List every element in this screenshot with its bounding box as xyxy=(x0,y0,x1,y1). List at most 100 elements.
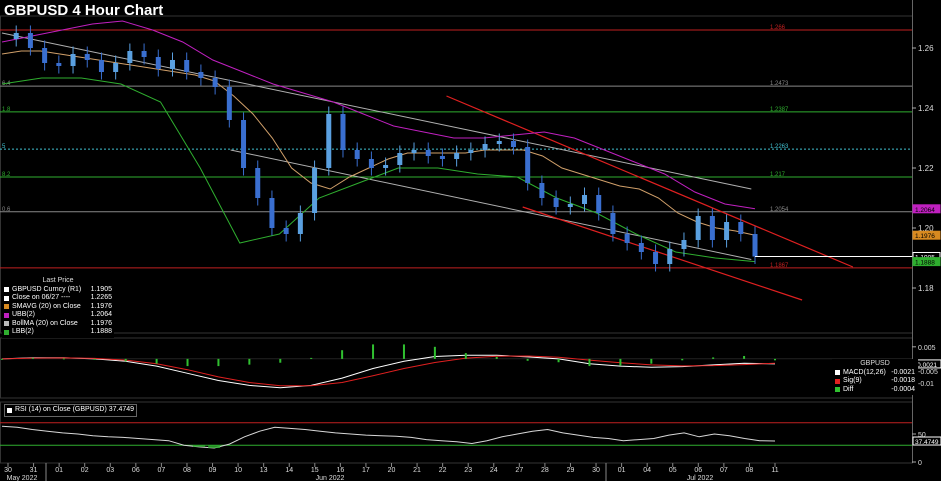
price-axis-tag-label: 1.1976 xyxy=(915,233,935,240)
macd-histogram-bar xyxy=(93,358,96,360)
x-tick-label: 08 xyxy=(183,467,191,474)
macd-histogram-bar xyxy=(588,358,591,367)
macd-legend-value: -0.0018 xyxy=(891,377,915,384)
main-legend-swatch xyxy=(4,321,9,327)
grid-layer xyxy=(0,0,913,464)
macd-histogram-bar xyxy=(650,358,653,364)
rsi-legend: RSI (14) on Close (GBPUSD) 37.4749 xyxy=(4,404,138,417)
price-tick-label: 1.22 xyxy=(918,164,934,173)
candle-body xyxy=(42,48,48,63)
sma20-line xyxy=(1,50,756,236)
rsi-swatch xyxy=(7,407,12,413)
month-label: May 2022 xyxy=(7,475,38,481)
main-legend-value: 1.1976 xyxy=(90,319,112,327)
main-legend-value: 1.1905 xyxy=(90,285,112,293)
main-legend-swatch xyxy=(4,329,9,335)
candle-body xyxy=(383,165,389,168)
candle-body xyxy=(468,150,474,153)
x-tick-label: 30 xyxy=(4,467,12,474)
main-legend-heading: Last Price xyxy=(42,277,74,284)
lower-bollinger-band xyxy=(1,77,756,263)
main-legend-value: 1.2265 xyxy=(90,294,112,301)
candle-body xyxy=(709,216,715,240)
price-axis-tag-label: 1.1888 xyxy=(915,260,935,267)
candle-body xyxy=(141,51,147,57)
rsi-tick-label: 0 xyxy=(918,460,922,467)
candle-body xyxy=(411,150,417,153)
x-tick-label: 17 xyxy=(362,467,370,474)
price-axis-tag-label: 1.2064 xyxy=(915,207,935,214)
rsi-panel xyxy=(0,422,912,449)
candle-body xyxy=(255,168,261,198)
price-axis-tag xyxy=(912,257,941,267)
candle-body xyxy=(482,144,488,150)
x-tick-label: 01 xyxy=(618,467,626,474)
macd-histogram-bar xyxy=(217,358,220,367)
candle-body xyxy=(496,141,502,144)
candle-body xyxy=(724,222,730,240)
trendlines xyxy=(1,32,854,301)
macd-legend-value: -0.0004 xyxy=(891,385,915,393)
x-tick-label: 03 xyxy=(106,467,114,474)
macd-tick-label: -0.01 xyxy=(918,381,934,388)
x-tick-label: 16 xyxy=(336,467,344,474)
macd-histogram-bar xyxy=(774,358,776,361)
trendline-lower-gray xyxy=(230,149,752,260)
main-legend-label: SMAVG (20) on Close xyxy=(12,302,81,310)
macd-histogram-bar xyxy=(464,353,467,359)
main-legend-row: BollMA (20) on Close 1.1976 xyxy=(4,320,112,329)
x-tick-label: 22 xyxy=(439,467,447,474)
candle-body xyxy=(553,198,559,207)
macd-current-label: -0.0021 xyxy=(915,362,937,369)
macd-histogram-bar xyxy=(402,344,405,359)
panel-frame xyxy=(0,401,913,464)
price-tick-label: 1.20 xyxy=(918,224,934,233)
candle-body xyxy=(169,60,175,69)
candle-body xyxy=(27,33,33,48)
macd-histogram-bar xyxy=(155,358,158,364)
x-tick-label: 23 xyxy=(464,467,472,474)
macd-tick-label: -0.005 xyxy=(918,369,938,376)
main-legend-swatch xyxy=(4,287,9,293)
main-legend-label: BollMA (20) on Close xyxy=(12,319,78,327)
price-tick-label: 1.18 xyxy=(918,284,934,293)
macd-legend-swatch xyxy=(835,378,840,384)
x-tick-label: 07 xyxy=(720,467,728,474)
month-label: Jun 2022 xyxy=(316,475,345,481)
fib-level-label: 1.2387 xyxy=(770,107,789,113)
candle-body xyxy=(610,213,616,234)
macd-histogram-bar xyxy=(124,358,127,362)
x-tick-label: 09 xyxy=(209,467,217,474)
candle-body xyxy=(56,63,62,66)
macd-legend-row: Diff -0.0004 xyxy=(835,386,915,395)
fib-level-label: 1.266 xyxy=(770,25,786,31)
main-legend-value: 1.2064 xyxy=(90,311,112,318)
candle-body xyxy=(283,228,289,234)
candle-body xyxy=(681,240,687,249)
candle-body xyxy=(354,150,360,159)
main-legend-swatch xyxy=(4,304,9,310)
x-tick-label: 30 xyxy=(592,467,600,474)
macd-panel xyxy=(0,344,912,389)
candle-body xyxy=(738,222,744,234)
x-tick-label: 08 xyxy=(746,467,754,474)
candle-body xyxy=(269,198,275,228)
x-tick-label: 07 xyxy=(158,467,166,474)
x-tick-label: 11 xyxy=(771,467,778,474)
macd-histogram-bar xyxy=(433,346,436,359)
channel-upper-red xyxy=(446,95,854,268)
macd-legend-value: -0.0021 xyxy=(891,368,915,376)
trendline-upper-gray xyxy=(1,32,752,190)
x-tick-label: 27 xyxy=(515,467,523,474)
x-tick-label: 01 xyxy=(55,467,63,474)
x-tick-label: 04 xyxy=(643,467,651,474)
x-tick-label: 20 xyxy=(388,467,396,474)
upper-bollinger-band xyxy=(1,20,756,210)
month-label: Jul 2022 xyxy=(687,475,714,481)
chart-title: GBPUSD 4 Hour Chart xyxy=(4,2,164,19)
main-legend-row: GBPUSD Curncy (R1) 1.1905 xyxy=(4,286,112,295)
channel-lower-red xyxy=(522,206,803,301)
x-tick-label: 31 xyxy=(30,467,38,474)
fib-level-label: 1.1867 xyxy=(770,263,789,269)
